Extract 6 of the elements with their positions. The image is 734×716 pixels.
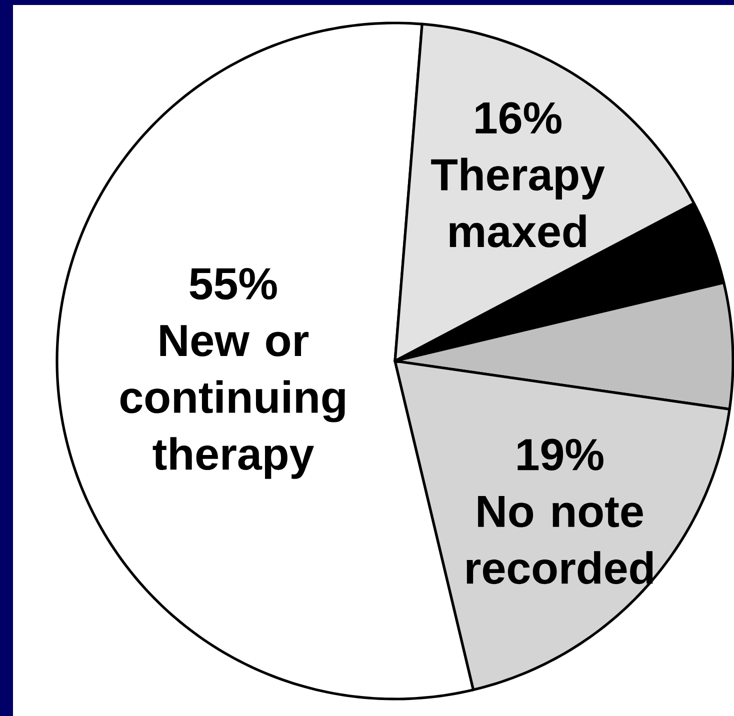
slice-label: No note recorded — [466, 496, 653, 584]
slice-label: New or continuing therapy — [120, 325, 345, 479]
data-label: 19% — [518, 438, 604, 471]
slice-label: Therapy maxed — [431, 158, 605, 248]
data-label: 55% — [190, 268, 277, 300]
data-label: 16% — [476, 102, 562, 134]
